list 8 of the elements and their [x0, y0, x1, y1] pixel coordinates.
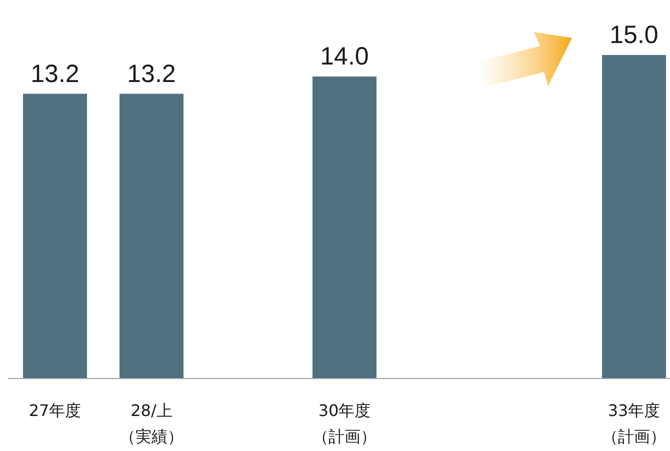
x-tick-label: 28/上（実績）	[120, 401, 184, 446]
x-tick-label: 30年度（計画）	[312, 401, 376, 446]
data-label: 14.0	[320, 42, 369, 71]
data-label: 13.2	[127, 60, 176, 88]
x-tick-label: 27年度	[28, 401, 82, 420]
data-label: 15.0	[610, 21, 658, 49]
x-tick-label: 33年度（計画）	[602, 401, 666, 446]
data-label: 13.2	[30, 60, 80, 88]
